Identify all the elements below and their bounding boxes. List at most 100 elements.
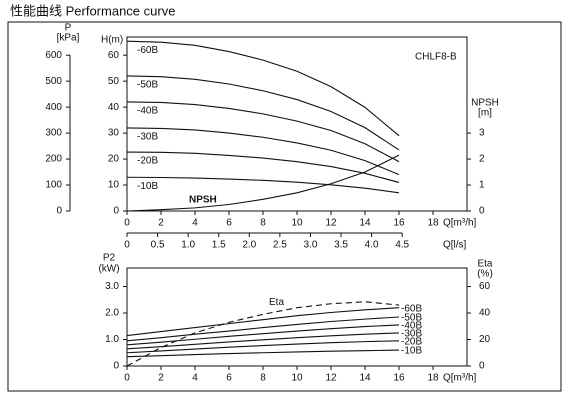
series-label: -50B xyxy=(137,80,158,91)
series-line xyxy=(126,127,400,176)
y-tick-label: 0 xyxy=(113,206,119,217)
series-line xyxy=(126,349,400,358)
series-label: -60B xyxy=(137,45,158,56)
y-tick-label: 3.0 xyxy=(105,281,119,292)
x-tick-label: 2 xyxy=(158,218,164,229)
y2-tick-label: 2 xyxy=(479,154,485,165)
y2-axis-label: Eta xyxy=(477,259,492,270)
y2-axis-label: (%) xyxy=(477,269,493,280)
y-tick-label: 50 xyxy=(108,76,120,87)
x-tick-label: 8 xyxy=(260,218,266,229)
y2-tick-label: 1 xyxy=(479,180,485,191)
series-label: -50B xyxy=(401,313,422,324)
y-tick-label: 40 xyxy=(108,102,120,113)
x2-axis-label: Q[l/s] xyxy=(443,240,467,251)
x-tick-label: 18 xyxy=(427,373,439,384)
series-label: -30B xyxy=(137,132,158,143)
series-line xyxy=(126,340,400,354)
series-label: Eta xyxy=(269,297,284,308)
x-tick-label: 4 xyxy=(192,218,198,229)
y2-tick-label: 0 xyxy=(479,361,485,372)
x2-tick-label: 0 xyxy=(124,240,130,251)
x2-tick-label: 3.0 xyxy=(304,240,318,251)
series-label: -60B xyxy=(401,303,422,314)
series-label: -30B xyxy=(401,329,422,340)
x-tick-label: 14 xyxy=(359,218,371,229)
series-label: NPSH xyxy=(189,194,217,205)
x-tick-label: 10 xyxy=(291,373,303,384)
x-tick-label: 18 xyxy=(427,218,439,229)
x2-tick-label: 3.5 xyxy=(334,240,348,251)
x-tick-label: 8 xyxy=(260,373,266,384)
y2-axis-label: NPSH xyxy=(471,98,499,109)
series-line xyxy=(126,307,400,337)
series-line xyxy=(126,40,400,137)
x2-tick-label: 4.5 xyxy=(395,240,409,251)
y-tick-label: 2.0 xyxy=(105,308,119,319)
y2-tick-label: 0 xyxy=(479,206,485,217)
y-tick-label: 1.0 xyxy=(105,334,119,345)
series-label: -40B xyxy=(401,321,422,332)
y2-tick-label: 60 xyxy=(479,281,491,292)
outer-y-tick-label: 0 xyxy=(56,206,62,217)
x2-tick-label: 2.0 xyxy=(242,240,256,251)
annotation: CHLF8-B xyxy=(415,52,457,63)
x-tick-label: 6 xyxy=(226,373,232,384)
x-tick-label: 12 xyxy=(325,218,337,229)
series-label: -40B xyxy=(137,106,158,117)
series-label: -10B xyxy=(137,181,158,192)
outer-y-axis-label: P xyxy=(65,23,72,34)
x-axis-label: Q[m³/h] xyxy=(443,373,477,384)
outer-y-tick-label: 500 xyxy=(45,76,62,87)
y-axis-label: P2 xyxy=(103,253,116,264)
outer-y-tick-label: 200 xyxy=(45,154,62,165)
series-line xyxy=(126,324,400,346)
y-tick-label: 60 xyxy=(108,50,120,61)
series-line xyxy=(126,332,400,350)
x-axis-label: Q[m³/h] xyxy=(443,218,477,229)
series-label: -20B xyxy=(401,336,422,347)
x-tick-label: 4 xyxy=(192,373,198,384)
x-tick-label: 2 xyxy=(158,373,164,384)
series-label: -20B xyxy=(137,156,158,167)
x-tick-label: 0 xyxy=(124,218,130,229)
x-tick-label: 16 xyxy=(393,218,405,229)
x-tick-label: 14 xyxy=(359,373,371,384)
x-tick-label: 10 xyxy=(291,218,303,229)
outer-y-axis-label: [kPa] xyxy=(57,33,80,44)
outer-frame xyxy=(7,21,562,392)
x-tick-label: 0 xyxy=(124,373,130,384)
y-tick-label: 10 xyxy=(108,180,120,191)
page-title: 性能曲线 Performance curve xyxy=(10,3,175,18)
x2-tick-label: 2.5 xyxy=(273,240,287,251)
outer-y-tick-label: 100 xyxy=(45,180,62,191)
x2-tick-label: 1.0 xyxy=(181,240,195,251)
x2-tick-label: 0.5 xyxy=(151,240,165,251)
series-line xyxy=(126,176,400,194)
series-line xyxy=(126,316,400,342)
series-line xyxy=(126,301,400,367)
x2-tick-label: 4.0 xyxy=(365,240,379,251)
series-line xyxy=(126,151,400,183)
outer-y-tick-label: 400 xyxy=(45,102,62,113)
series-line xyxy=(126,101,400,163)
y2-tick-label: 40 xyxy=(479,308,491,319)
outer-y-tick-label: 600 xyxy=(45,50,62,61)
outer-y-tick-label: 300 xyxy=(45,128,62,139)
y2-tick-label: 20 xyxy=(479,334,491,345)
series-label: -10B xyxy=(401,346,422,357)
y-tick-label: 20 xyxy=(108,154,120,165)
y-axis-label: (kW) xyxy=(98,264,119,275)
x-tick-label: 12 xyxy=(325,373,337,384)
x-tick-label: 6 xyxy=(226,218,232,229)
series-line xyxy=(126,154,400,212)
y2-axis-label: [m] xyxy=(478,108,492,119)
y-tick-label: 0 xyxy=(113,361,119,372)
y2-tick-label: 3 xyxy=(479,128,485,139)
x2-tick-label: 1.5 xyxy=(212,240,226,251)
y-tick-label: 30 xyxy=(108,128,120,139)
plot-frame xyxy=(126,36,468,212)
y-axis-label: H(m) xyxy=(101,35,123,46)
